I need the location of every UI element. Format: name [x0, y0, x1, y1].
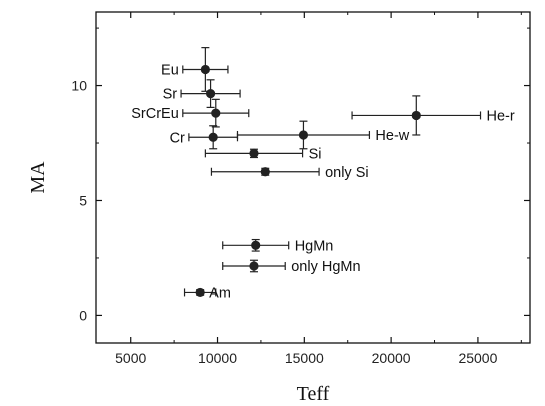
data-point [411, 110, 421, 121]
x-tick-label: 10000 [198, 350, 237, 366]
x-tick-label: 25000 [458, 350, 497, 366]
point-label: Sr [163, 87, 178, 103]
data-point [298, 130, 309, 140]
y-tick-label: 10 [71, 78, 87, 94]
plot-frame-rect [95, 11, 531, 344]
axis-tick-labels: 5000 10000 15000 20000 25000 0 5 10 [71, 78, 497, 366]
data-point [195, 287, 205, 298]
point-label: Si [309, 146, 322, 162]
x-tick-label: 5000 [115, 350, 146, 366]
data-point [211, 108, 221, 118]
data-point [249, 261, 259, 271]
data-points [195, 64, 421, 298]
point-label: SrCrEu [131, 106, 179, 122]
x-axis-title: Teff [297, 383, 330, 405]
data-point [251, 240, 261, 250]
y-tick-label: 5 [79, 192, 87, 208]
data-point [208, 132, 218, 142]
data-point [249, 148, 259, 158]
y-tick-label: 0 [79, 307, 87, 323]
data-point [205, 89, 216, 99]
point-label: Eu [161, 62, 179, 78]
point-label: Cr [170, 130, 185, 146]
y-axis-title: MA [27, 161, 49, 194]
point-label: He-r [487, 108, 515, 124]
point-label: only Si [325, 165, 369, 181]
data-point [200, 64, 210, 75]
axis-ticks [96, 12, 530, 343]
point-label: He-w [375, 128, 409, 144]
point-label: HgMn [295, 238, 334, 254]
data-point [260, 167, 270, 177]
x-tick-label: 15000 [285, 350, 324, 366]
plot-frame [95, 11, 531, 344]
point-label: only HgMn [291, 259, 360, 275]
point-label: Am [209, 285, 231, 301]
x-tick-label: 20000 [372, 350, 411, 366]
